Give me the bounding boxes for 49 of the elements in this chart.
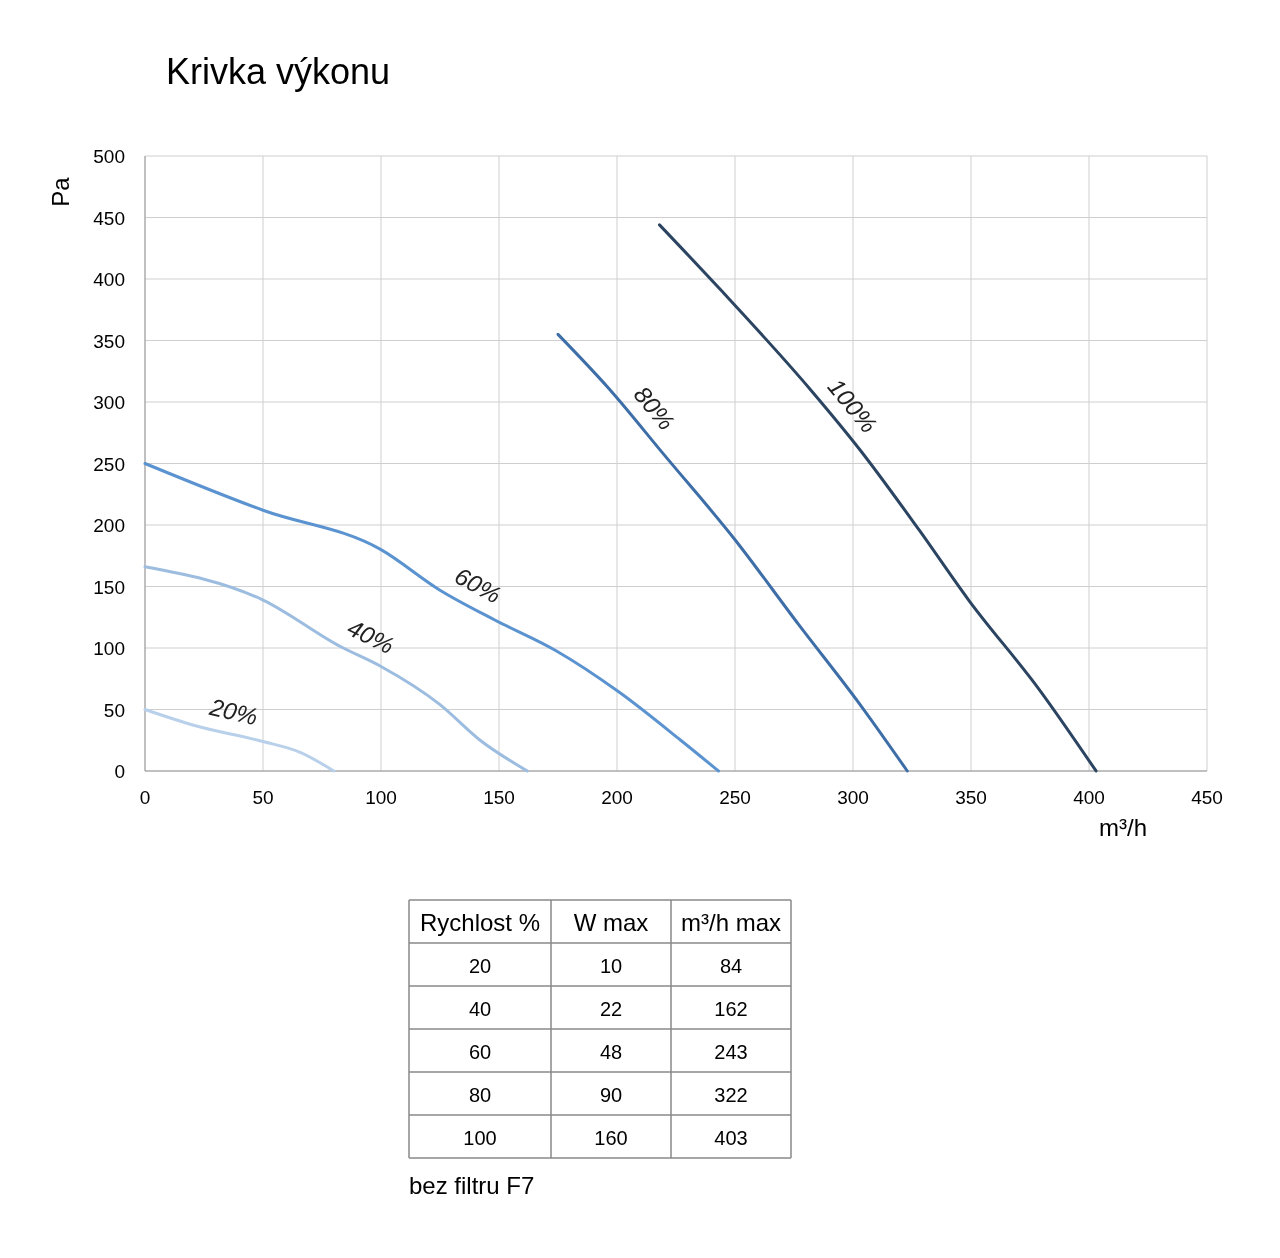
data-label: 322 — [714, 1084, 748, 1106]
data-label: 22 — [599, 998, 623, 1020]
y-tick-label: 150 — [93, 576, 125, 598]
y-tick-label: 20 — [468, 955, 492, 977]
data-label: 90 — [599, 1084, 623, 1106]
y-axis-title: Pa — [47, 176, 74, 207]
y-tick-label: 80 — [468, 1084, 492, 1106]
y-axis-title: Rychlost % — [419, 909, 541, 936]
x-tick-label: 250 — [719, 787, 751, 808]
data-label: 243 — [714, 1041, 748, 1063]
text: 60% — [450, 561, 506, 609]
data-label: 84 — [719, 955, 743, 977]
y-tick-label: 400 — [93, 269, 125, 290]
y-tick-label: 40 — [468, 998, 492, 1020]
x-tick-label: 450 — [1191, 787, 1223, 808]
y-tick-label: 100 — [93, 638, 125, 659]
line-series — [143, 565, 529, 773]
y-tick-label: 100 — [463, 1127, 497, 1149]
y-tick-label: 200 — [93, 515, 125, 536]
y-tick-label: 60 — [468, 1041, 492, 1063]
x-tick-label: 300 — [837, 787, 869, 808]
line-series — [556, 332, 909, 773]
y-tick-label: 50 — [103, 699, 125, 721]
text: 40% — [343, 613, 399, 660]
data-label: 10 — [599, 955, 623, 977]
y-tick-label: 0 — [114, 761, 125, 782]
x-tick-label: 350 — [955, 787, 987, 808]
x-tick-label: 100 — [365, 787, 397, 808]
y-tick-label: 300 — [93, 392, 125, 413]
y-tick-label: 500 — [93, 146, 125, 167]
text: bez filtru F7 — [409, 1172, 535, 1199]
y-tick-label: 450 — [93, 207, 125, 229]
x-tick-label: W max — [573, 909, 649, 936]
data-label: 403 — [714, 1127, 748, 1149]
line-series — [143, 462, 720, 773]
y-tick-label: 350 — [93, 330, 125, 352]
x-tick-label: 0 — [139, 787, 151, 808]
y-tick-label: 250 — [93, 453, 125, 475]
text: 20% — [206, 692, 261, 731]
x-tick-label: 50 — [252, 787, 274, 808]
chart-title: Krivka výkonu — [166, 51, 391, 92]
x-axis-title: m³/h — [1099, 814, 1147, 841]
data-label: 160 — [594, 1127, 628, 1149]
x-tick-label: 400 — [1073, 787, 1105, 808]
data-label: 162 — [714, 998, 748, 1020]
x-tick-label: 150 — [483, 787, 515, 808]
x-tick-label: m³/h max — [680, 909, 782, 936]
data-label: 48 — [599, 1041, 623, 1063]
x-tick-label: 200 — [601, 787, 633, 808]
